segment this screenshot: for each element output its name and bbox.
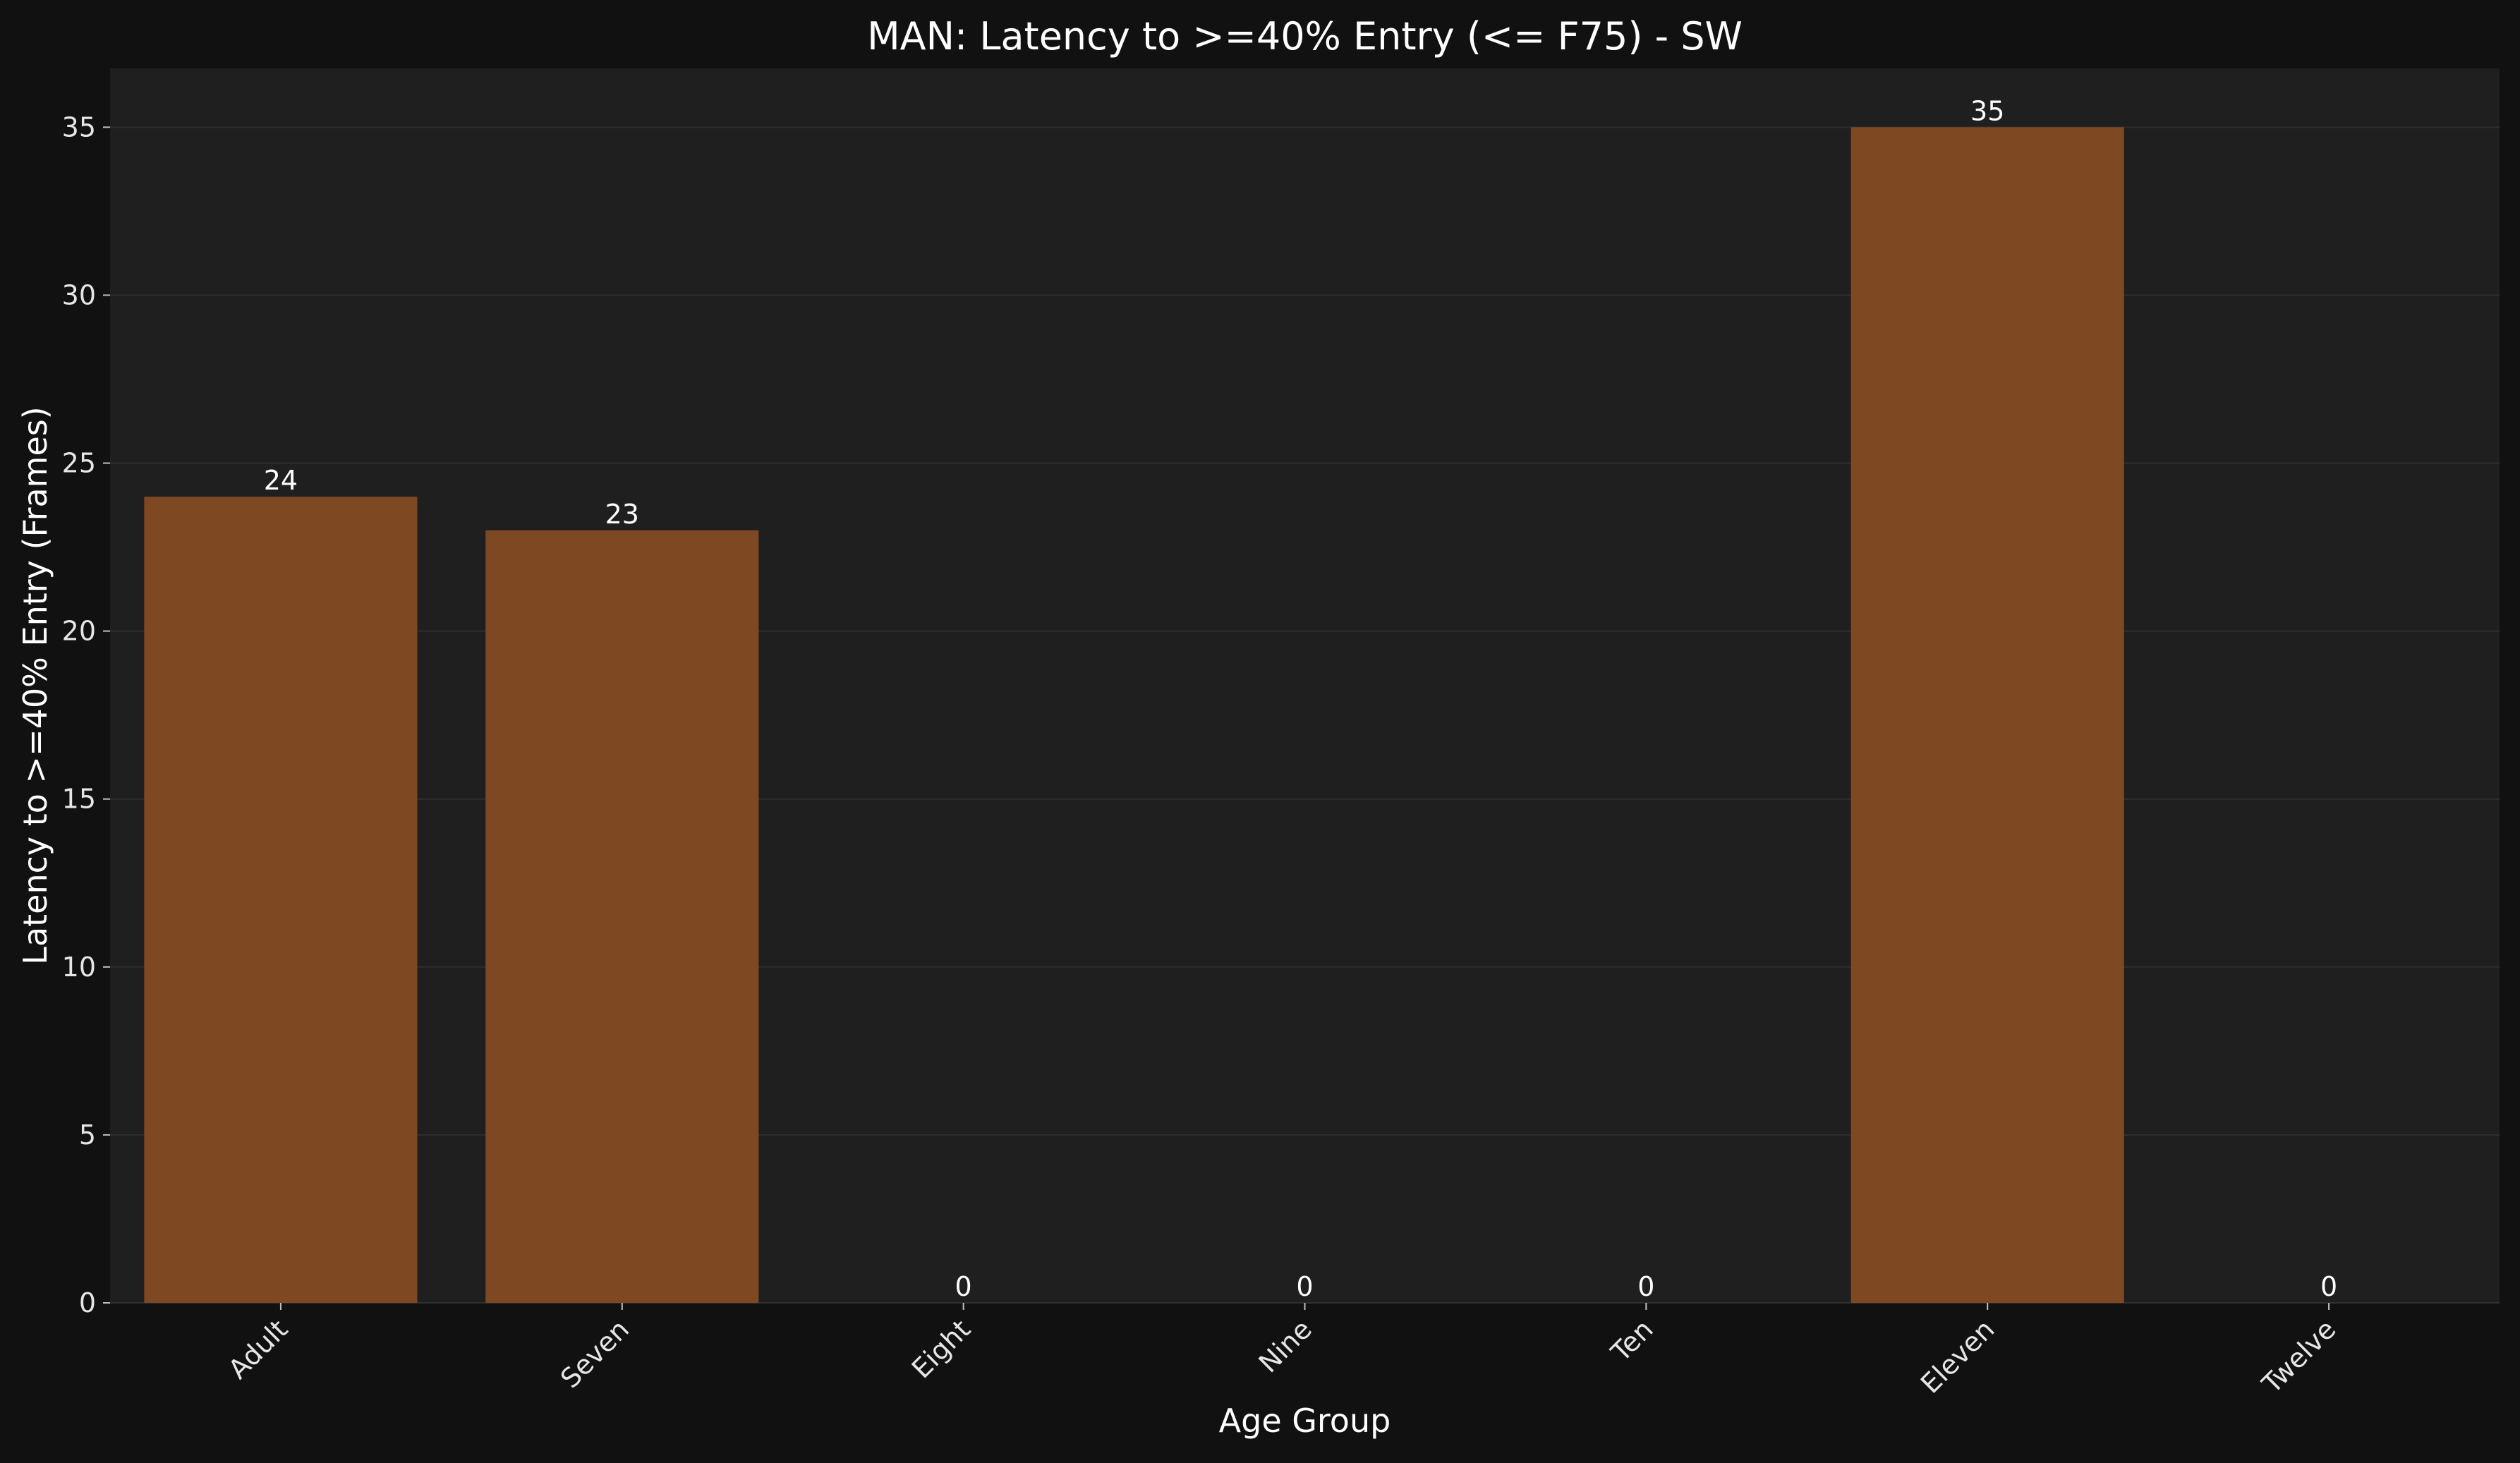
- y-axis-ticks: 0 5 10 15 20 25 30 35: [62, 111, 110, 1318]
- y-tick-label: 15: [62, 784, 96, 815]
- data-label-eight: 0: [955, 1271, 972, 1302]
- y-tick-label: 35: [62, 111, 96, 142]
- bar-adult: [144, 497, 418, 1304]
- data-label-seven: 23: [605, 499, 639, 530]
- bar-eleven: [1850, 127, 2124, 1303]
- y-tick-label: 20: [62, 616, 96, 647]
- y-tick-label: 10: [62, 952, 96, 983]
- x-axis-title: Age Group: [1219, 1402, 1391, 1440]
- bar-seven: [485, 530, 759, 1303]
- data-label-twelve: 0: [2320, 1271, 2337, 1302]
- data-labels: 24 23 0 0 0 35 0: [264, 95, 2337, 1302]
- y-axis-title: Latency to >=40% Entry (Frames): [16, 406, 54, 964]
- chart-title: MAN: Latency to >=40% Entry (<= F75) - S…: [867, 14, 1743, 59]
- plot-area: [110, 68, 2500, 1303]
- y-tick-label: 0: [79, 1287, 96, 1318]
- data-label-ten: 0: [1637, 1271, 1654, 1302]
- data-label-adult: 24: [264, 465, 298, 496]
- data-label-nine: 0: [1296, 1271, 1313, 1302]
- data-label-eleven: 35: [1970, 95, 2004, 126]
- y-tick-label: 25: [62, 448, 96, 479]
- y-tick-label: 5: [79, 1119, 96, 1151]
- bars: [144, 127, 2124, 1304]
- y-tick-label: 30: [62, 279, 96, 310]
